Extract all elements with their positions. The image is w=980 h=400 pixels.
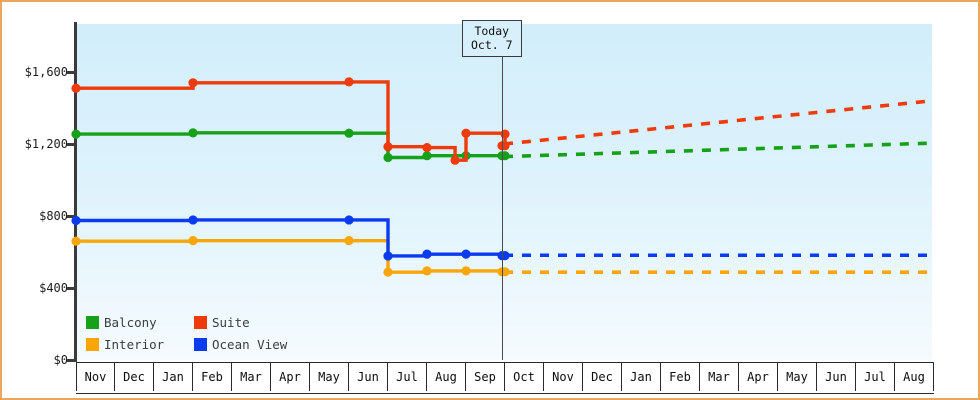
y-tick-label: $800 bbox=[39, 209, 68, 223]
data-point-marker bbox=[461, 266, 471, 276]
y-tick-label: $0 bbox=[53, 353, 68, 367]
legend-label-balcony: Balcony bbox=[104, 314, 157, 330]
today-date: Oct. 7 bbox=[471, 38, 513, 52]
forecast-line bbox=[503, 99, 933, 146]
data-point-marker bbox=[450, 155, 460, 165]
x-axis-labels: Nov Dec Jan Feb Mar Apr May Jun Jul Aug Sep Oct Nov D… bbox=[76, 362, 934, 394]
historical-line bbox=[74, 131, 505, 160]
data-point-marker bbox=[422, 266, 432, 276]
legend-item-ocean-view: Ocean View bbox=[194, 337, 287, 352]
data-point-marker bbox=[188, 215, 198, 225]
y-axis-labels: $1,600 $1,200 $800 $400 $0 bbox=[2, 2, 68, 398]
legend-label-suite: Suite bbox=[212, 314, 250, 330]
data-point-marker bbox=[383, 267, 393, 277]
data-point-marker bbox=[71, 215, 81, 226]
data-point-marker bbox=[461, 128, 471, 138]
x-axis-month-cell: Jan bbox=[622, 363, 661, 391]
x-axis-month-cell: Dec bbox=[115, 363, 154, 391]
historical-line bbox=[74, 238, 507, 274]
data-point-marker bbox=[344, 215, 354, 225]
legend-item-interior: Interior bbox=[86, 337, 194, 352]
x-axis-month-cell: Apr bbox=[271, 363, 310, 391]
data-point-marker bbox=[71, 236, 81, 246]
today-label: Today bbox=[474, 24, 510, 38]
x-axis-month-cell: Feb bbox=[661, 363, 700, 391]
x-axis-month-cell: Aug bbox=[895, 363, 934, 391]
x-axis-month-cell: Jun bbox=[817, 363, 856, 391]
data-point-marker bbox=[188, 78, 198, 88]
x-axis-month-cell: Oct bbox=[505, 363, 544, 391]
x-axis-month-cell: Jul bbox=[388, 363, 427, 391]
x-axis-month-cell: Dec bbox=[583, 363, 622, 391]
x-axis-month-cell: Sep bbox=[466, 363, 505, 391]
data-point-marker bbox=[422, 249, 432, 259]
x-axis-month-cell: Aug bbox=[427, 363, 466, 391]
x-axis-month-cell: Nov bbox=[76, 363, 115, 391]
x-axis-month-cell: Mar bbox=[232, 363, 271, 391]
x-axis-month-cell: May bbox=[310, 363, 349, 391]
x-axis-month-cell: Jun bbox=[349, 363, 388, 391]
legend-swatch-balcony bbox=[86, 315, 99, 329]
legend-swatch-ocean-view bbox=[194, 337, 207, 351]
y-tick-label: $400 bbox=[39, 281, 68, 295]
legend-swatch-interior bbox=[86, 337, 99, 351]
data-point-marker bbox=[344, 77, 354, 87]
data-point-marker bbox=[344, 236, 354, 246]
x-axis-month-cell: May bbox=[778, 363, 817, 391]
data-point-marker bbox=[422, 143, 432, 153]
legend-label-interior: Interior bbox=[104, 336, 165, 352]
data-point-marker bbox=[383, 142, 393, 152]
data-point-marker bbox=[461, 249, 471, 259]
y-axis-line bbox=[74, 22, 77, 362]
y-tick-label: $1,600 bbox=[24, 65, 68, 79]
y-tick-mark bbox=[67, 71, 74, 74]
data-point-marker bbox=[422, 151, 432, 161]
legend-item-suite: Suite bbox=[194, 315, 287, 330]
x-axis-month-cell: Jul bbox=[856, 363, 895, 391]
today-annotation: Today Oct. 7 bbox=[462, 20, 522, 57]
today-stem bbox=[502, 55, 503, 71]
data-point-marker bbox=[188, 236, 198, 246]
historical-line bbox=[74, 80, 507, 162]
today-vertical-line bbox=[502, 24, 503, 360]
y-tick-mark bbox=[67, 359, 74, 362]
data-point-marker bbox=[71, 129, 81, 139]
legend-label-ocean-view: Ocean View bbox=[212, 336, 288, 352]
y-tick-mark bbox=[67, 215, 74, 218]
plot-area bbox=[76, 24, 932, 360]
x-axis-month-cell: Nov bbox=[544, 363, 583, 391]
x-axis-month-cell: Feb bbox=[193, 363, 232, 391]
x-axis-month-cell: Jan bbox=[154, 363, 193, 391]
y-tick-label: $1,200 bbox=[24, 137, 68, 151]
y-tick-mark bbox=[67, 287, 74, 290]
legend-item-balcony: Balcony bbox=[86, 315, 194, 330]
data-point-marker bbox=[383, 152, 393, 163]
data-point-marker bbox=[383, 251, 393, 261]
x-axis-month-cell: Apr bbox=[739, 363, 778, 391]
data-point-marker bbox=[188, 128, 198, 138]
historical-line bbox=[74, 218, 507, 258]
forecast-line bbox=[503, 141, 933, 159]
data-point-marker bbox=[344, 128, 354, 138]
y-tick-mark bbox=[67, 143, 74, 146]
data-point-marker bbox=[71, 83, 81, 93]
chart-legend: Balcony Suite Interior Ocean View bbox=[86, 311, 287, 355]
x-axis-month-cell: Mar bbox=[700, 363, 739, 391]
legend-swatch-suite bbox=[194, 315, 207, 329]
